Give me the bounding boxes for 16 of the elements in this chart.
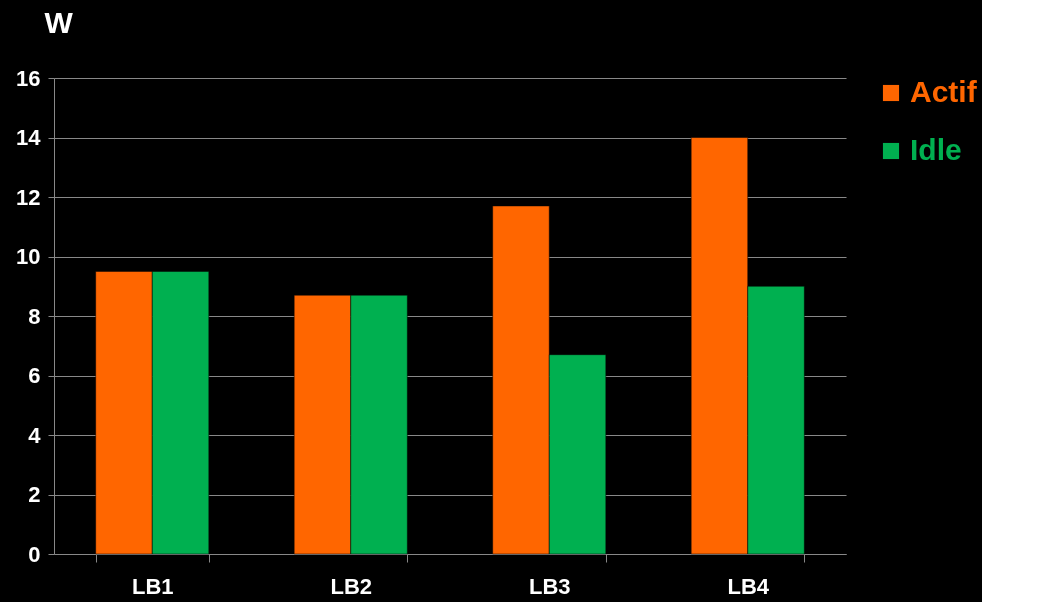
legend-label: Idle — [910, 133, 962, 166]
y-tick-label: 12 — [16, 184, 41, 210]
y-axis-title: W — [44, 5, 74, 39]
y-tick-label: 10 — [16, 244, 41, 269]
x-tick-label: LB2 — [330, 573, 373, 599]
y-tick-label: 16 — [16, 65, 41, 91]
legend-label: Actif — [910, 75, 978, 108]
x-tick-label: LB4 — [727, 573, 770, 599]
y-tick-label: 8 — [28, 303, 41, 329]
y-tick-label: 2 — [28, 482, 41, 507]
x-tick-label: LB1 — [131, 573, 174, 599]
y-tick-label: 0 — [28, 541, 41, 567]
y-tick-label: 6 — [28, 363, 41, 388]
y-tick-label: 14 — [16, 125, 42, 150]
y-tick-label: 4 — [28, 422, 42, 448]
x-tick-label: LB3 — [528, 573, 571, 599]
